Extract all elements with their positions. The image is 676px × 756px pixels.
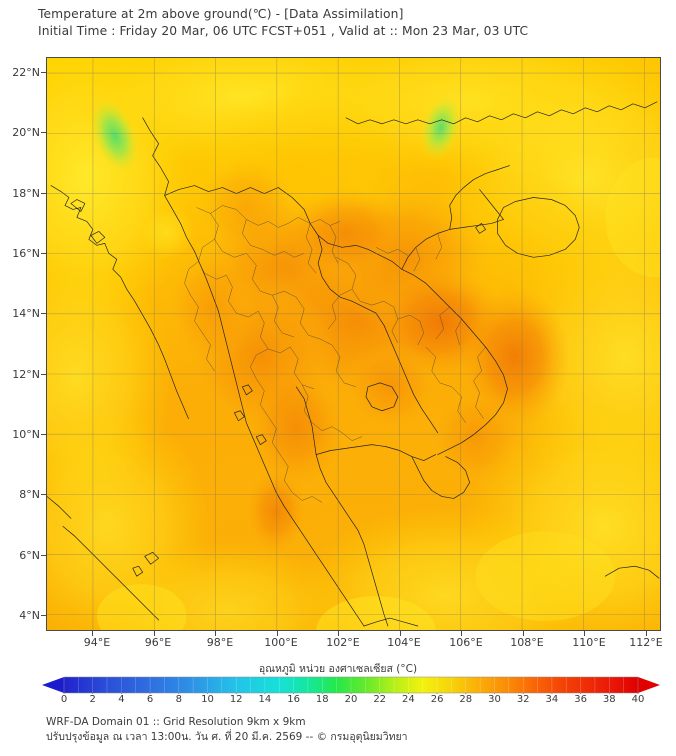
- y-tick-mark: [41, 72, 46, 73]
- y-tick-mark: [41, 555, 46, 556]
- y-tick-mark: [41, 615, 46, 616]
- y-tick-label: 18°N: [12, 187, 40, 200]
- y-tick-label: 6°N: [19, 549, 40, 562]
- chart-title: Temperature at 2m above ground(℃) - [Dat…: [38, 7, 404, 21]
- x-tick-label: 104°E: [387, 636, 421, 649]
- colorbar-tick: 40: [631, 694, 645, 705]
- colorbar-tick: 2: [89, 694, 96, 705]
- colorbar-tick-labels: 0 2 4 6 8 10 12 14 16 18 20 22 24 26 28 …: [0, 694, 676, 710]
- y-tick-label: 20°N: [12, 126, 40, 139]
- x-tick-label: 100°E: [264, 636, 298, 649]
- x-tick-mark: [215, 631, 216, 636]
- colorbar-tick: 10: [201, 694, 214, 705]
- y-tick-mark: [41, 313, 46, 314]
- chart-subtitle: Initial Time : Friday 20 Mar, 06 UTC FCS…: [38, 24, 529, 38]
- x-tick-mark: [92, 631, 93, 636]
- x-tick-mark: [461, 631, 462, 636]
- temperature-field: [47, 58, 660, 630]
- colorbar-label: อุณหภูมิ หน่วย องศาเซลเซียส (°C): [258, 663, 418, 675]
- colorbar-tick: 12: [229, 694, 243, 705]
- colorbar-tick: 38: [602, 694, 616, 705]
- x-tick-label: 106°E: [449, 636, 483, 649]
- colorbar-tick: 22: [373, 694, 387, 705]
- colorbar: อุณหภูมิ หน่วย องศาเซลเซียส (°C): [0, 660, 676, 712]
- map-plot-area: [46, 57, 661, 631]
- update-credit-text: ปรับปรุงข้อมูล ณ เวลา 13:00น. วัน ศ. ที่…: [46, 731, 408, 743]
- y-tick-label: 16°N: [12, 247, 40, 260]
- colorbar-tick: 14: [258, 694, 272, 705]
- chart-title-block: Temperature at 2m above ground(℃) - [Dat…: [38, 6, 658, 40]
- x-tick-label: 94°E: [83, 636, 111, 649]
- y-tick-mark: [41, 193, 46, 194]
- footer-block: WRF-DA Domain 01 :: Grid Resolution 9km …: [46, 715, 646, 745]
- y-tick-mark: [41, 434, 46, 435]
- colorbar-tick: 16: [287, 694, 300, 705]
- colorbar-tick: 6: [146, 694, 154, 705]
- y-tick-mark: [41, 374, 46, 375]
- y-tick-label: 8°N: [19, 488, 40, 501]
- colorbar-tick: 34: [545, 694, 559, 705]
- x-tick-label: 98°E: [206, 636, 234, 649]
- colorbar-tick: 32: [516, 694, 530, 705]
- x-tick-mark: [523, 631, 524, 636]
- colorbar-tick: 24: [402, 694, 415, 705]
- y-tick-label: 4°N: [19, 609, 40, 622]
- x-tick-mark: [154, 631, 155, 636]
- x-tick-label: 112°E: [629, 636, 663, 649]
- colorbar-tick: 36: [574, 694, 587, 705]
- x-tick-label: 110°E: [572, 636, 606, 649]
- x-tick-mark: [646, 631, 647, 636]
- x-tick-mark: [338, 631, 339, 636]
- x-tick-label: 96°E: [144, 636, 172, 649]
- y-tick-label: 12°N: [12, 368, 40, 381]
- colorbar-tick: 30: [488, 694, 501, 705]
- x-tick-mark: [584, 631, 585, 636]
- y-tick-mark: [41, 494, 46, 495]
- x-tick-label: 108°E: [510, 636, 544, 649]
- colorbar-tick: 0: [60, 694, 68, 705]
- colorbar-tick: 26: [430, 694, 444, 705]
- colorbar-tick: 4: [118, 694, 125, 705]
- y-tick-mark: [41, 253, 46, 254]
- colorbar-tick: 18: [315, 694, 329, 705]
- y-tick-label: 10°N: [12, 428, 40, 441]
- x-tick-mark: [277, 631, 278, 636]
- x-tick-mark: [400, 631, 401, 636]
- colorbar-tick: 8: [175, 694, 182, 705]
- y-tick-label: 22°N: [12, 66, 40, 79]
- colorbar-tick: 20: [344, 694, 358, 705]
- x-tick-label: 102°E: [326, 636, 360, 649]
- model-info-text: WRF-DA Domain 01 :: Grid Resolution 9km …: [46, 716, 306, 728]
- y-tick-label: 14°N: [12, 307, 40, 320]
- colorbar-tick: 28: [459, 694, 473, 705]
- y-tick-mark: [41, 132, 46, 133]
- colorbar-gradient: [42, 676, 660, 694]
